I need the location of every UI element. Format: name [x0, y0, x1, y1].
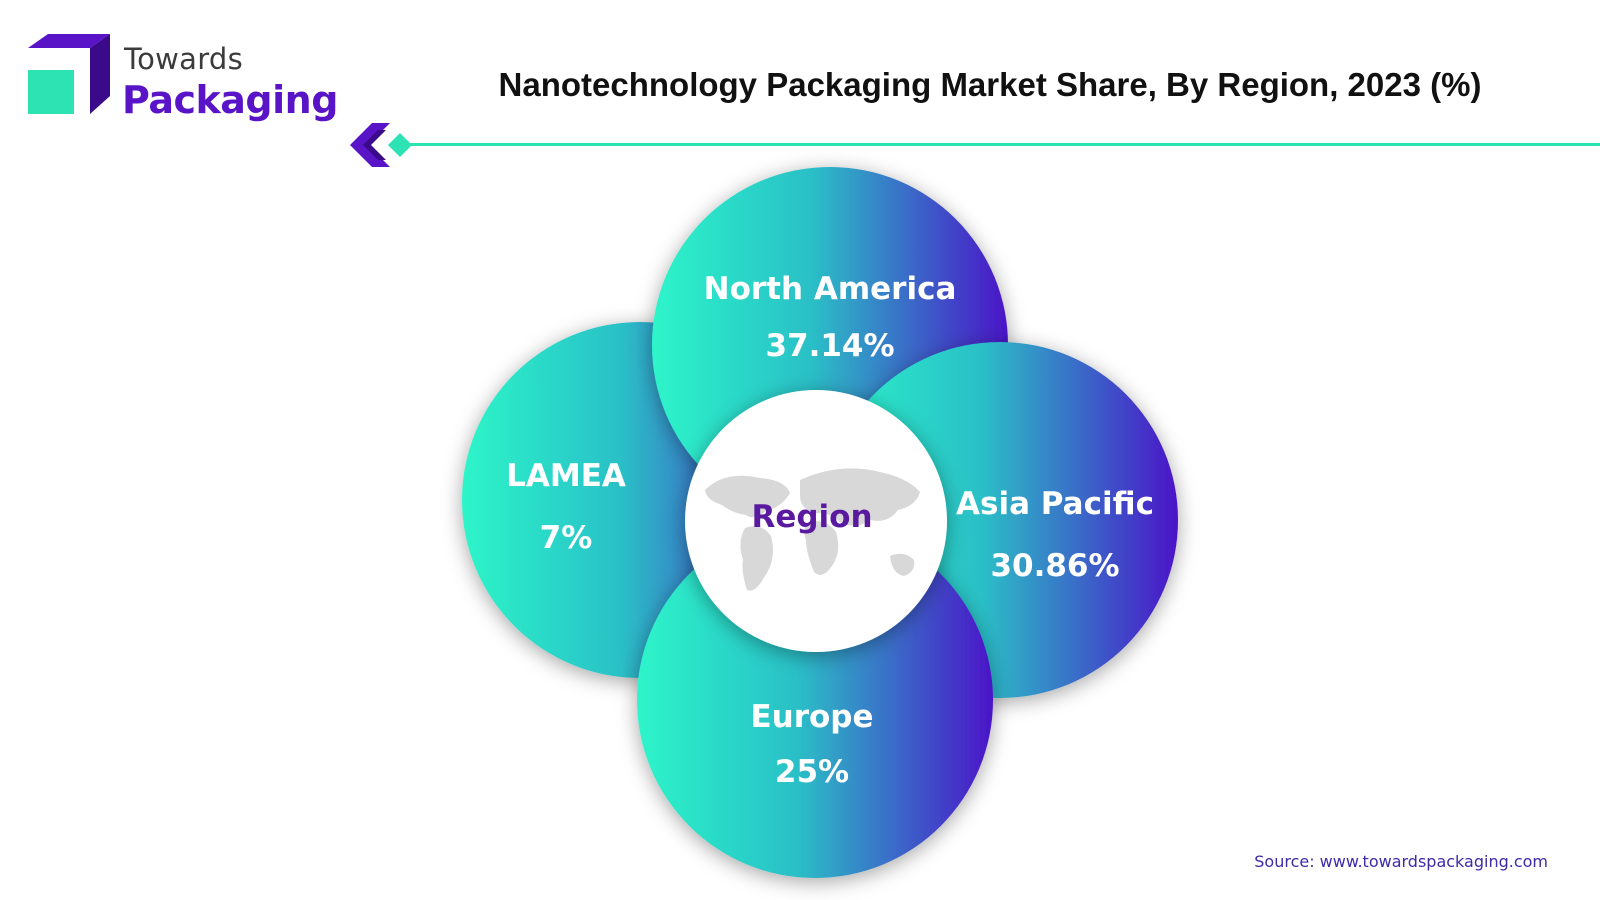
header-divider — [350, 123, 1600, 167]
value-label-lamea: 7% — [540, 520, 593, 556]
logo-text-packaging: Packaging — [122, 78, 338, 122]
value-label-europe: 25% — [775, 754, 849, 790]
towards-packaging-logo: Towards Packaging — [28, 34, 358, 129]
category-label-europe: Europe — [750, 699, 873, 735]
diamond-icon — [388, 133, 412, 157]
source-note: Source: www.towardspackaging.com — [1254, 852, 1548, 871]
category-label-asia-pacific: Asia Pacific — [956, 486, 1154, 522]
value-label-north-america: 37.14% — [765, 328, 894, 364]
logo-text-towards: Towards — [124, 42, 244, 76]
center-hub: Region — [685, 390, 947, 652]
double-chevron-icon — [350, 123, 390, 167]
logo-cube-icon — [28, 34, 110, 114]
category-label-north-america: North America — [704, 271, 957, 307]
chart-title: Nanotechnology Packaging Market Share, B… — [498, 66, 1482, 103]
category-label-lamea: LAMEA — [506, 458, 626, 494]
center-label: Region — [751, 499, 872, 535]
value-label-asia-pacific: 30.86% — [990, 548, 1119, 584]
world-map-icon — [705, 468, 920, 591]
